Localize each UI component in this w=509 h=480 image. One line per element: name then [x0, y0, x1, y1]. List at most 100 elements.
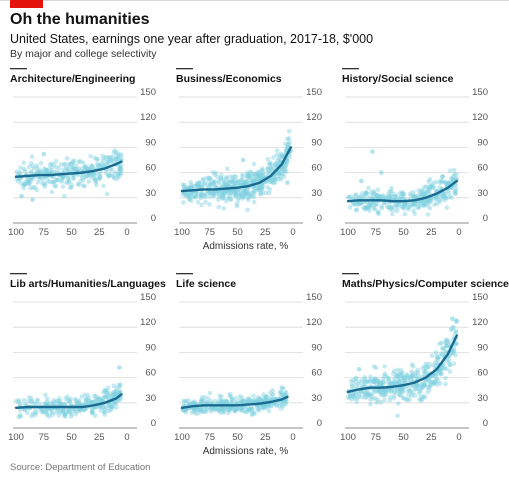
data-point [231, 174, 237, 179]
data-point [388, 381, 394, 387]
data-point [230, 178, 235, 184]
data-point [378, 381, 384, 386]
data-point [76, 166, 81, 172]
data-point [266, 190, 272, 196]
data-point [438, 371, 444, 376]
data-point [243, 180, 249, 185]
data-point [383, 390, 389, 396]
data-point [67, 400, 72, 405]
data-point [256, 187, 262, 192]
data-point [442, 192, 447, 197]
data-point [70, 160, 75, 166]
data-point [83, 396, 89, 402]
x-tick-label: 100 [8, 432, 24, 443]
data-point [220, 196, 225, 201]
data-point [230, 405, 236, 411]
data-point [203, 191, 208, 197]
data-point [216, 179, 221, 184]
data-point [119, 156, 124, 162]
data-point [215, 407, 221, 413]
data-point [203, 405, 209, 411]
data-point [424, 198, 430, 204]
data-point [371, 364, 377, 369]
data-point [367, 203, 373, 209]
data-point [439, 179, 445, 185]
data-point [369, 379, 375, 385]
data-point [415, 382, 420, 388]
data-point [73, 398, 79, 403]
data-point [105, 408, 111, 414]
data-point [241, 398, 246, 404]
panel-title-rule [176, 68, 193, 70]
data-point [235, 190, 240, 195]
data-point [353, 207, 359, 213]
data-point [75, 181, 81, 187]
data-point [280, 168, 286, 174]
data-point [258, 396, 263, 402]
data-point [18, 171, 23, 177]
data-point [245, 190, 251, 196]
data-point [197, 410, 202, 415]
data-point [443, 338, 449, 343]
data-point [364, 205, 370, 210]
data-point [255, 395, 261, 400]
data-point [420, 365, 426, 371]
data-point [34, 398, 40, 404]
data-point [443, 375, 448, 381]
x-tick-label: 75 [205, 227, 216, 238]
data-point [408, 377, 413, 383]
data-point [114, 385, 119, 391]
data-point [278, 173, 283, 179]
data-point [389, 387, 395, 392]
data-point [245, 207, 250, 213]
data-point [255, 175, 260, 181]
data-point [41, 151, 47, 157]
data-point [54, 169, 60, 175]
data-point [445, 188, 451, 194]
data-point [103, 161, 109, 167]
data-point [113, 400, 118, 406]
data-point [186, 193, 192, 198]
data-point [195, 199, 201, 205]
data-point [72, 158, 77, 164]
data-point [364, 205, 369, 211]
data-point [251, 410, 256, 415]
data-point [256, 185, 261, 190]
data-point [208, 181, 213, 187]
data-point [401, 379, 407, 385]
data-point [348, 393, 354, 399]
data-point [220, 192, 226, 198]
data-point [353, 192, 358, 198]
data-point [245, 396, 250, 402]
data-point [242, 398, 248, 404]
data-point [201, 182, 207, 187]
data-point [97, 174, 103, 180]
data-point [86, 398, 92, 403]
data-point [418, 193, 424, 198]
data-point [82, 183, 87, 189]
data-point [379, 390, 384, 396]
data-point [384, 204, 390, 210]
data-point [100, 157, 106, 163]
trend-line [180, 395, 289, 409]
data-point [218, 176, 224, 181]
data-point [371, 202, 376, 208]
data-point [66, 180, 71, 186]
data-point [391, 191, 397, 197]
data-point [269, 403, 274, 408]
data-point [441, 191, 447, 197]
data-point [73, 163, 79, 169]
data-point [219, 400, 224, 405]
panel-title-rule [176, 273, 193, 275]
data-point [376, 382, 382, 387]
data-point [60, 408, 66, 414]
data-point [45, 401, 50, 407]
data-point [73, 396, 78, 402]
data-point [62, 413, 67, 419]
panel-title: Lib arts/Humanities/Languages [10, 278, 166, 290]
data-point [207, 390, 213, 396]
data-point [371, 377, 377, 383]
data-point [26, 179, 31, 184]
data-point [442, 340, 447, 345]
